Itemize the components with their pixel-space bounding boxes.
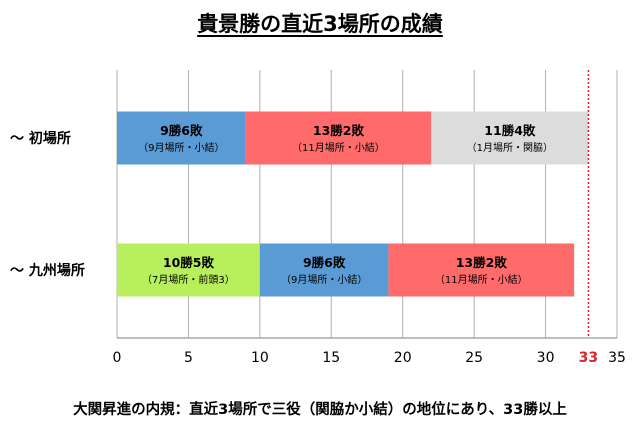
segment-label: 10勝5敗 （7月場所・前頭3）	[142, 255, 235, 286]
x-tick-label: 35	[608, 350, 626, 366]
category-label: ～ 九州場所	[10, 262, 85, 279]
segment-basho-label: （1月場所・関脇）	[467, 141, 553, 154]
segment-basho-label: （11月場所・小結）	[435, 273, 528, 286]
bar-segment	[259, 243, 389, 297]
x-tick-label: 0	[113, 350, 122, 366]
segment-record-label: 13勝2敗	[313, 123, 365, 138]
x-tick-label: 20	[394, 350, 412, 366]
segment-basho-label: （7月場所・前頭3）	[142, 273, 235, 286]
segment-basho-label: （9月場所・小結）	[138, 141, 224, 154]
chart-title: 貴景勝の直近3場所の成績	[197, 12, 443, 36]
reference-line-label: 33	[579, 350, 598, 366]
segment-basho-label: （11月場所・小結）	[292, 141, 385, 154]
bars-layer: 9勝6敗 （9月場所・小結） 13勝2敗 （11月場所・小結） 11勝4敗 （1月場所・関…	[117, 111, 589, 297]
x-tick-label: 5	[184, 350, 193, 366]
segment-label: 13勝2敗 （11月場所・小結）	[292, 123, 385, 154]
x-tick-label: 10	[251, 350, 269, 366]
segment-label: 13勝2敗 （11月場所・小結）	[435, 255, 528, 286]
bar-segment	[117, 243, 260, 297]
segment-basho-label: （9月場所・小結）	[281, 273, 367, 286]
segment-record-label: 13勝2敗	[456, 255, 508, 270]
bar-segment	[245, 111, 432, 165]
bar-segment	[117, 111, 246, 165]
axis-layer: 0 5 10 15 20 25 30 35 ～ 初場所 ～ 九州場所	[10, 130, 626, 366]
chart-note: 大関昇進の内規：直近3場所で三役（関脇か小結）の地位にあり、33勝以上	[73, 402, 567, 418]
grid-layer	[116, 70, 618, 338]
segment-label: 9勝6敗 （9月場所・小結）	[138, 123, 224, 154]
segment-label: 11勝4敗 （1月場所・関脇）	[467, 123, 553, 154]
reference-layer: 33	[579, 70, 598, 366]
x-tick-label: 30	[537, 350, 555, 366]
segment-record-label: 9勝6敗	[160, 123, 203, 138]
x-tick-label: 15	[322, 350, 340, 366]
bar-segment	[388, 243, 575, 297]
segment-record-label: 11勝4敗	[484, 123, 536, 138]
x-tick-label: 25	[465, 350, 483, 366]
segment-label: 9勝6敗 （9月場所・小結）	[281, 255, 367, 286]
segment-record-label: 9勝6敗	[303, 255, 346, 270]
category-label: ～ 初場所	[10, 130, 71, 147]
segment-record-label: 10勝5敗	[163, 255, 215, 270]
bar-segment	[431, 111, 589, 165]
